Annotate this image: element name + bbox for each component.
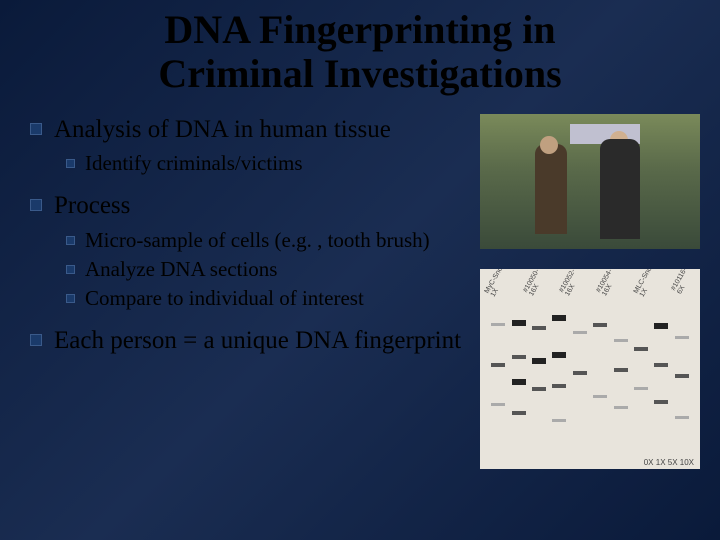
bullet-square-small-icon bbox=[66, 294, 75, 303]
police-car-shape bbox=[570, 124, 640, 144]
bullet-text: Each person = a unique DNA fingerprint bbox=[54, 325, 461, 356]
bullet-text: Analyze DNA sections bbox=[85, 257, 277, 282]
lane-label bbox=[662, 275, 674, 282]
bullet-text: Micro-sample of cells (e.g. , tooth brus… bbox=[85, 228, 430, 253]
bullet-text: Process bbox=[54, 190, 130, 221]
title-line1: DNA Fingerprinting in bbox=[164, 7, 555, 52]
bullet-text: Identify criminals/victims bbox=[85, 151, 303, 176]
lane-label bbox=[623, 275, 635, 282]
slide-title: DNA Fingerprinting in Criminal Investiga… bbox=[0, 0, 720, 114]
bullet-level2: Identify criminals/victims bbox=[66, 151, 470, 176]
bullet-square-small-icon bbox=[66, 265, 75, 274]
bullet-square-small-icon bbox=[66, 159, 75, 168]
bullet-square-icon bbox=[30, 123, 42, 135]
lane-label bbox=[623, 275, 635, 282]
lane-label bbox=[694, 275, 700, 282]
bullet-level1: Each person = a unique DNA fingerprint bbox=[30, 325, 470, 356]
text-column: Analysis of DNA in human tissue Identify… bbox=[30, 114, 480, 469]
bullet-text: Analysis of DNA in human tissue bbox=[54, 114, 391, 145]
title-line2: Criminal Investigations bbox=[158, 51, 561, 96]
person-shape bbox=[610, 131, 628, 149]
bullet-square-small-icon bbox=[66, 236, 75, 245]
bullet-square-icon bbox=[30, 199, 42, 211]
bullet-level1: Process bbox=[30, 190, 470, 221]
gel-bottom-label: 0X 1X 5X 10X bbox=[644, 458, 694, 467]
bullet-level2: Micro-sample of cells (e.g. , tooth brus… bbox=[66, 228, 470, 253]
image-column: MyC-Sno-1X #10050-16X #10052-16X #10054-… bbox=[480, 114, 710, 469]
person-shape bbox=[540, 136, 558, 154]
dna-gel-image: MyC-Sno-1X #10050-16X #10052-16X #10054-… bbox=[480, 269, 700, 469]
bullet-level1: Analysis of DNA in human tissue bbox=[30, 114, 470, 145]
bullet-level2: Analyze DNA sections bbox=[66, 257, 470, 282]
bullet-text: Compare to individual of interest bbox=[85, 286, 364, 311]
bullet-level2: Compare to individual of interest bbox=[66, 286, 470, 311]
gel-lanes bbox=[488, 291, 692, 451]
bullet-square-icon bbox=[30, 334, 42, 346]
crime-scene-photo bbox=[480, 114, 700, 249]
gel-lane-labels: MyC-Sno-1X #10050-16X #10052-16X #10054-… bbox=[480, 271, 700, 285]
content-area: Analysis of DNA in human tissue Identify… bbox=[0, 114, 720, 469]
